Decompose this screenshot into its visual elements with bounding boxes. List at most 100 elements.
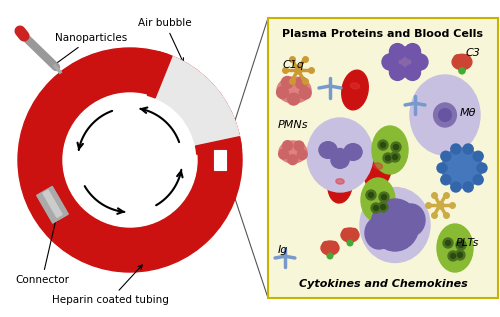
- Ellipse shape: [361, 178, 395, 222]
- Circle shape: [451, 182, 461, 192]
- Text: PMNs: PMNs: [278, 120, 308, 130]
- Circle shape: [438, 109, 452, 121]
- Circle shape: [458, 253, 462, 257]
- Circle shape: [391, 142, 401, 152]
- Circle shape: [371, 203, 381, 213]
- Circle shape: [282, 141, 292, 151]
- Ellipse shape: [350, 83, 360, 89]
- Circle shape: [446, 241, 450, 245]
- Ellipse shape: [364, 150, 392, 190]
- Ellipse shape: [336, 179, 344, 184]
- Circle shape: [294, 141, 304, 151]
- Ellipse shape: [307, 118, 373, 192]
- Circle shape: [282, 76, 294, 88]
- Circle shape: [477, 163, 487, 173]
- Circle shape: [456, 240, 466, 250]
- Ellipse shape: [374, 163, 382, 169]
- Ellipse shape: [328, 167, 352, 203]
- Text: Cytokines and Chemokines: Cytokines and Chemokines: [298, 279, 468, 289]
- Text: C3: C3: [466, 48, 481, 58]
- Text: Nanoparticles: Nanoparticles: [53, 33, 127, 66]
- Text: Air bubble: Air bubble: [138, 18, 192, 62]
- Ellipse shape: [344, 144, 362, 160]
- Circle shape: [347, 240, 353, 246]
- Circle shape: [454, 55, 462, 62]
- Circle shape: [378, 140, 388, 150]
- Circle shape: [382, 54, 398, 70]
- Circle shape: [366, 190, 376, 200]
- Ellipse shape: [319, 142, 337, 158]
- Circle shape: [463, 144, 473, 154]
- Text: C1q: C1q: [283, 60, 305, 70]
- Circle shape: [404, 64, 420, 81]
- Circle shape: [473, 151, 483, 161]
- Circle shape: [473, 175, 483, 185]
- Circle shape: [278, 149, 288, 159]
- Circle shape: [378, 202, 388, 212]
- Ellipse shape: [397, 204, 425, 236]
- Ellipse shape: [334, 149, 346, 161]
- Circle shape: [380, 143, 386, 147]
- Circle shape: [63, 93, 197, 227]
- Text: Heparin coated tubing: Heparin coated tubing: [52, 265, 168, 305]
- Ellipse shape: [386, 47, 424, 77]
- Ellipse shape: [371, 199, 419, 251]
- Ellipse shape: [279, 141, 307, 163]
- Wedge shape: [196, 137, 242, 154]
- Circle shape: [383, 153, 393, 163]
- Circle shape: [322, 242, 330, 249]
- Wedge shape: [148, 52, 172, 98]
- Circle shape: [394, 145, 398, 150]
- Circle shape: [442, 148, 482, 188]
- Ellipse shape: [277, 77, 311, 103]
- Circle shape: [288, 93, 300, 105]
- Circle shape: [326, 249, 334, 256]
- Ellipse shape: [410, 75, 480, 155]
- Circle shape: [298, 150, 307, 159]
- Text: Mθ: Mθ: [460, 108, 476, 118]
- Circle shape: [392, 154, 398, 159]
- Ellipse shape: [341, 228, 359, 242]
- Circle shape: [448, 251, 458, 261]
- Ellipse shape: [331, 152, 349, 168]
- Circle shape: [404, 44, 420, 60]
- Circle shape: [458, 64, 466, 71]
- Ellipse shape: [360, 187, 430, 262]
- Circle shape: [441, 151, 451, 161]
- Circle shape: [463, 182, 473, 192]
- Circle shape: [342, 229, 349, 236]
- Circle shape: [459, 68, 465, 74]
- Circle shape: [390, 44, 406, 60]
- Bar: [214, 150, 226, 170]
- Ellipse shape: [342, 70, 368, 110]
- Ellipse shape: [365, 217, 393, 249]
- Circle shape: [350, 229, 358, 236]
- Circle shape: [299, 87, 311, 99]
- Circle shape: [390, 152, 400, 162]
- Text: PLTs: PLTs: [456, 238, 479, 248]
- Wedge shape: [153, 55, 240, 148]
- Circle shape: [296, 77, 308, 89]
- Circle shape: [441, 175, 451, 185]
- Text: Plasma Proteins and Blood Cells: Plasma Proteins and Blood Cells: [282, 29, 484, 39]
- Circle shape: [288, 155, 298, 165]
- Ellipse shape: [434, 103, 456, 127]
- Circle shape: [382, 195, 386, 199]
- Ellipse shape: [437, 224, 473, 272]
- Ellipse shape: [372, 126, 408, 174]
- Ellipse shape: [321, 241, 339, 255]
- Bar: [36, 186, 68, 223]
- Circle shape: [380, 204, 386, 210]
- Circle shape: [386, 156, 390, 160]
- Circle shape: [450, 254, 456, 258]
- Circle shape: [390, 64, 406, 81]
- Text: Connector: Connector: [15, 217, 69, 285]
- Circle shape: [368, 192, 374, 197]
- Circle shape: [443, 238, 453, 248]
- Circle shape: [374, 205, 378, 210]
- Circle shape: [346, 236, 354, 243]
- Circle shape: [462, 55, 470, 62]
- Bar: [43, 190, 62, 217]
- Text: Ig: Ig: [278, 245, 288, 255]
- Circle shape: [18, 48, 242, 272]
